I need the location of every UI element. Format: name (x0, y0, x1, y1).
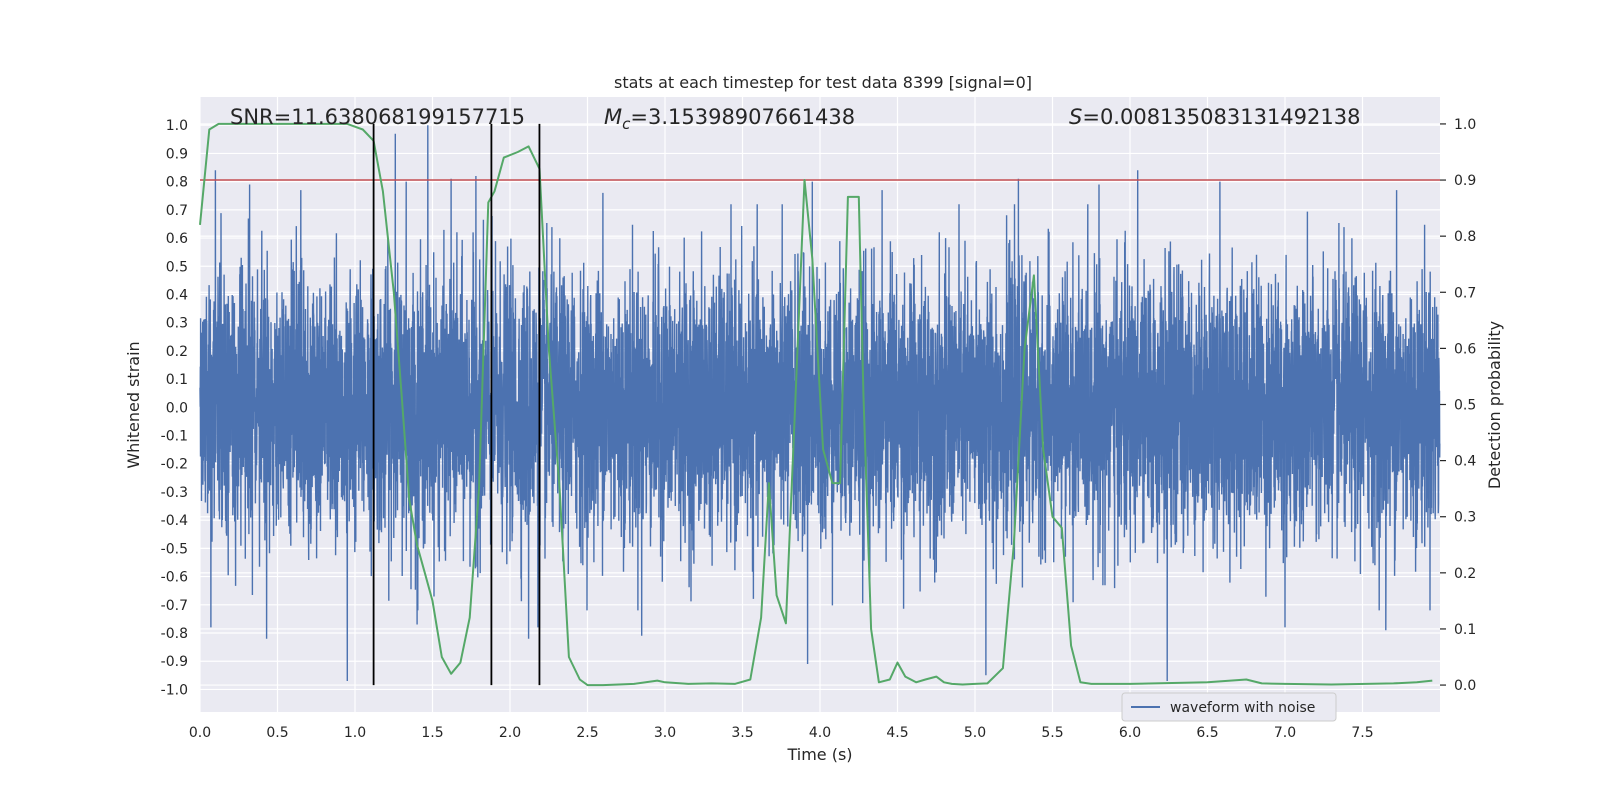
y2-tick-label: 0.4 (1454, 454, 1476, 470)
x-tick-label: 1.0 (344, 725, 366, 741)
legend-entry: waveform with noise (1170, 700, 1315, 716)
y-tick-label: -0.1 (161, 429, 188, 445)
y-axis-label: Whitened strain (124, 341, 143, 468)
y-tick-label: 0.8 (166, 175, 188, 191)
chirp-mass-symbol: M (604, 105, 622, 129)
chirp-mass-annotation: Mc=3.15398907661438 (604, 105, 855, 133)
y-tick-label: 0.7 (166, 203, 188, 219)
x-tick-label: 2.5 (576, 725, 598, 741)
y-tick-label: 0.2 (166, 344, 188, 360)
detection-probability-series (199, 122, 1433, 687)
x-tick-label: 7.5 (1351, 725, 1373, 741)
y-tick-label: -0.5 (161, 541, 188, 557)
y2-tick-label: 0.9 (1454, 173, 1476, 189)
vertical-markers (372, 123, 541, 686)
legend-box (1121, 692, 1337, 722)
y2-tick-label: 0.5 (1454, 398, 1476, 414)
x-tick-label: 1.5 (421, 725, 443, 741)
y-tick-label: 0.3 (166, 316, 188, 332)
y-tick-label: 0.1 (166, 372, 188, 388)
x-tick-label: 5.5 (1041, 725, 1063, 741)
y-tick-label: -0.7 (161, 598, 188, 614)
x-tick-label: 4.5 (886, 725, 908, 741)
x-tick-label: 0.0 (189, 725, 211, 741)
y2-tick-label: 0.6 (1454, 341, 1476, 357)
y-tick-label: -0.9 (161, 654, 188, 670)
y2-tick-label: 0.3 (1454, 510, 1476, 526)
s-value: =0.008135083131492138 (1082, 105, 1360, 129)
s-annotation: S=0.008135083131492138 (1069, 105, 1360, 129)
y-tick-label: -0.6 (161, 570, 188, 586)
y-tick-label: -0.3 (161, 485, 188, 501)
chirp-mass-value: =3.15398907661438 (630, 105, 855, 129)
y-tick-label: -0.8 (161, 626, 188, 642)
x-tick-label: 7.0 (1274, 725, 1296, 741)
axis-ticks: 0.0 0.5 1.0 1.5 2.0 2.5 3.0 3.5 4.0 4.5 5.0 5.5 6.0 6… (161, 117, 1477, 741)
s-symbol: S (1069, 105, 1082, 129)
x-tick-label: 0.5 (266, 725, 288, 741)
y-tick-label: 0.4 (166, 287, 188, 303)
y-tick-label: 0.9 (166, 146, 188, 162)
snr-annotation: SNR=11.638068199157715 (230, 105, 525, 129)
x-axis-label: Time (s) (786, 745, 852, 764)
y-tick-label: -0.2 (161, 457, 188, 473)
y2-tick-label: 0.2 (1454, 566, 1476, 582)
y2-tick-label: 0.1 (1454, 622, 1476, 638)
y2-axis-label: Detection probability (1485, 321, 1504, 489)
chirp-mass-subscript: c (622, 115, 631, 133)
x-tick-label: 3.0 (654, 725, 676, 741)
x-tick-label: 4.0 (809, 725, 831, 741)
legend: waveform with noise (1121, 692, 1337, 722)
y-tick-label: 0.5 (166, 259, 188, 275)
y-tick-label: 1.0 (166, 118, 188, 134)
x-tick-label: 3.5 (731, 725, 753, 741)
y-tick-label: -1.0 (161, 682, 188, 698)
y-tick-label: 0.0 (166, 400, 188, 416)
y2-tick-label: 0.8 (1454, 229, 1476, 245)
x-tick-label: 2.0 (499, 725, 521, 741)
x-tick-label: 6.0 (1119, 725, 1141, 741)
y2-tick-label: 0.0 (1454, 678, 1476, 694)
y-tick-label: 0.6 (166, 231, 188, 247)
y2-tick-label: 1.0 (1454, 117, 1476, 133)
y-tick-label: -0.4 (161, 513, 188, 529)
probability-line (199, 122, 1433, 687)
chart-title: stats at each timestep for test data 839… (614, 73, 1032, 92)
y2-tick-label: 0.7 (1454, 285, 1476, 301)
x-tick-label: 6.5 (1196, 725, 1218, 741)
x-tick-label: 5.0 (964, 725, 986, 741)
